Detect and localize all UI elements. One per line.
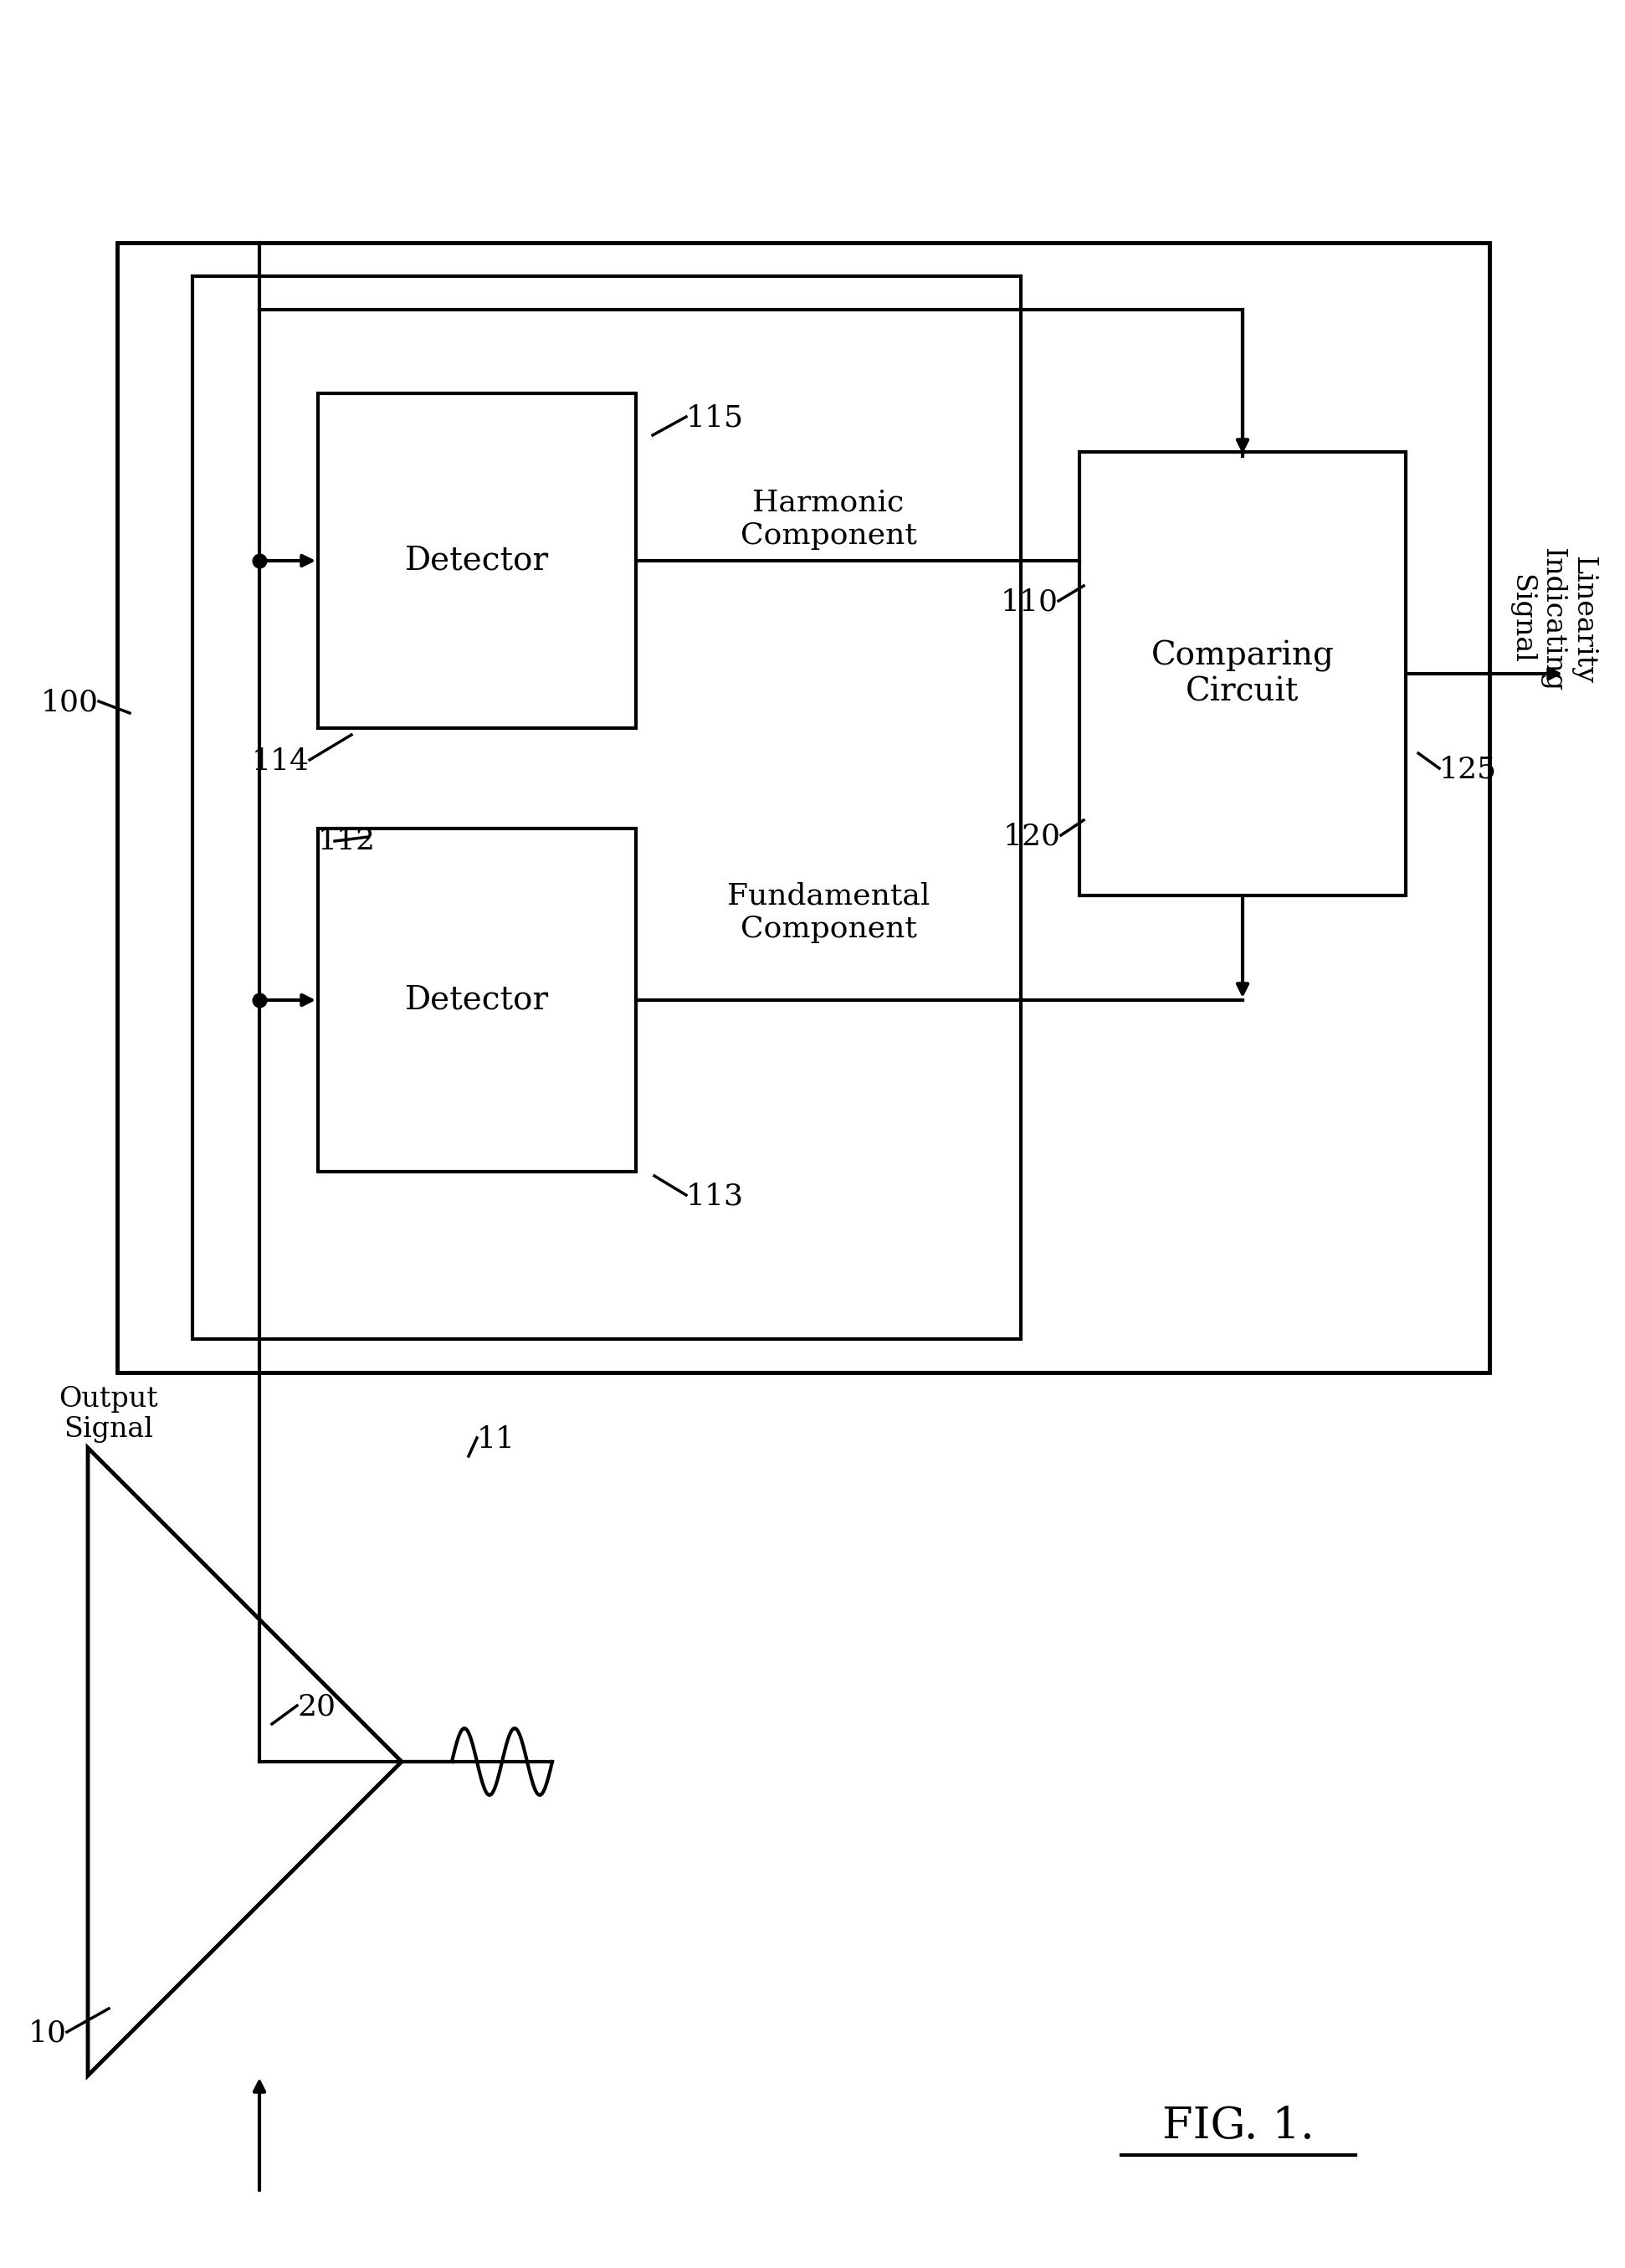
Text: 112: 112 — [318, 828, 375, 855]
Text: 100: 100 — [41, 689, 99, 717]
Text: 120: 120 — [1003, 823, 1061, 850]
Text: FIG. 1.: FIG. 1. — [1162, 2105, 1315, 2148]
Text: 115: 115 — [686, 404, 744, 433]
Text: 10: 10 — [29, 2019, 67, 2048]
Text: 125: 125 — [1440, 755, 1497, 785]
Text: Output
Signal: Output Signal — [58, 1386, 159, 1442]
Text: 113: 113 — [686, 1182, 744, 1211]
Text: Linearity
Indicating
Signal: Linearity Indicating Signal — [1508, 547, 1596, 692]
Text: Comparing
Circuit: Comparing Circuit — [1150, 640, 1334, 708]
Bar — [117, 243, 1490, 1372]
Text: Fundamental
Component: Fundamental Component — [726, 882, 930, 943]
Text: 20: 20 — [297, 1692, 335, 1721]
Text: 11: 11 — [478, 1424, 515, 1454]
Bar — [192, 277, 1020, 1338]
Bar — [1079, 451, 1406, 896]
Bar — [318, 828, 635, 1173]
Text: Harmonic
Component: Harmonic Component — [739, 488, 916, 549]
Text: Detector: Detector — [405, 984, 549, 1016]
Text: 110: 110 — [1001, 587, 1058, 617]
Text: Detector: Detector — [405, 544, 549, 576]
Bar — [318, 392, 635, 728]
Text: 114: 114 — [252, 748, 310, 776]
